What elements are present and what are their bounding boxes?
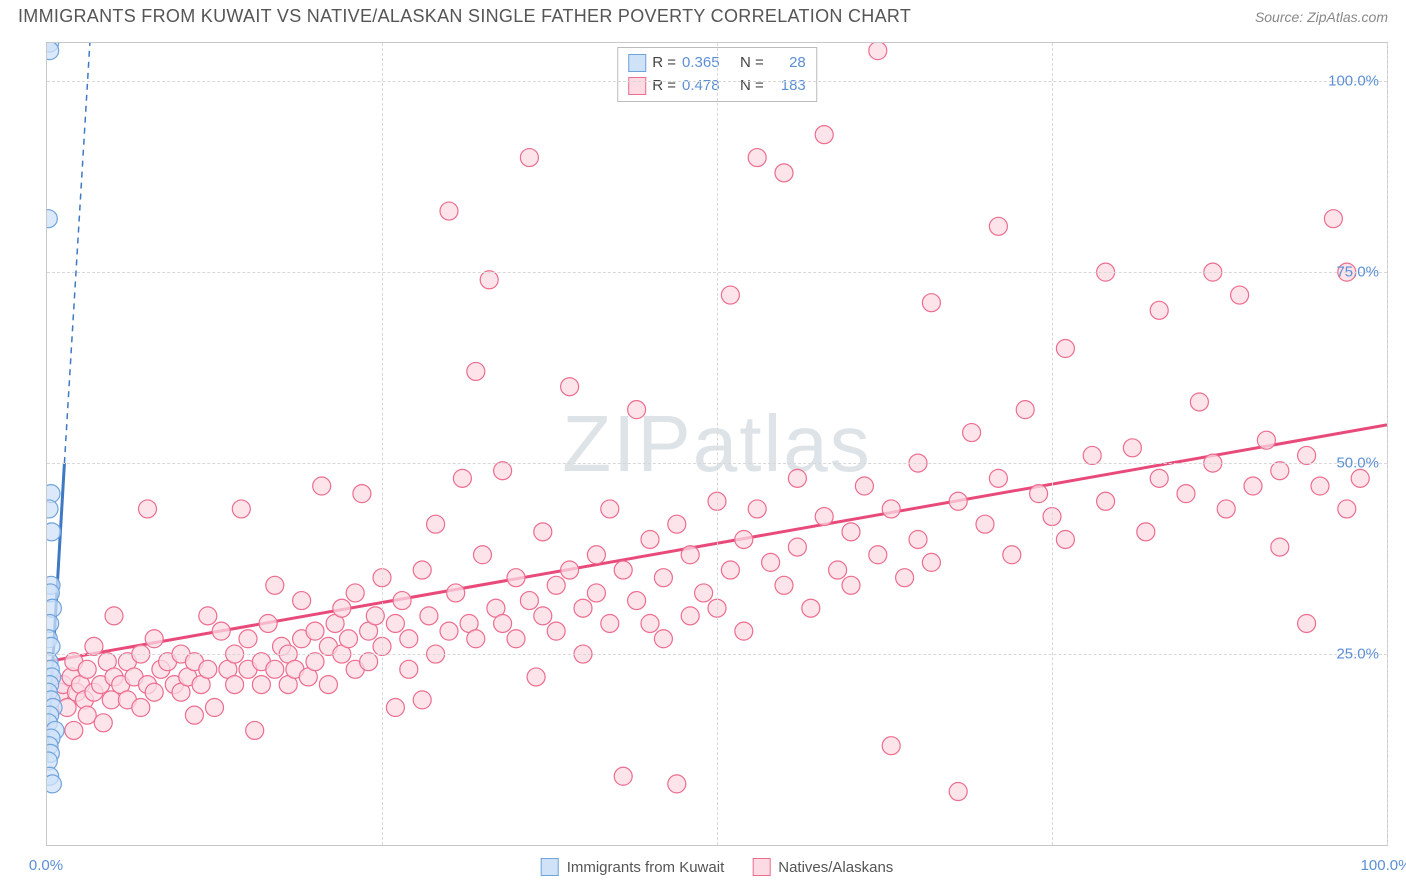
x-tick-label: 0.0% xyxy=(29,857,63,874)
y-tick-label: 100.0% xyxy=(1328,73,1379,90)
legend-swatch-icon xyxy=(628,54,646,72)
chart-area: Single Father Poverty ZIPatlas R = 0.365… xyxy=(46,42,1388,846)
title-bar: IMMIGRANTS FROM KUWAIT VS NATIVE/ALASKAN… xyxy=(0,0,1406,35)
series-legend: Immigrants from Kuwait Natives/Alaskans xyxy=(541,858,894,876)
legend-r-value: 0.478 xyxy=(682,75,734,98)
y-tick-label: 50.0% xyxy=(1336,455,1379,472)
y-tick-label: 75.0% xyxy=(1336,264,1379,281)
legend-n-value: 183 xyxy=(770,75,806,98)
chart-title: IMMIGRANTS FROM KUWAIT VS NATIVE/ALASKAN… xyxy=(18,6,911,27)
plot-area: ZIPatlas R = 0.365 N = 28 R = 0.478 N = … xyxy=(46,42,1388,846)
legend-swatch-icon xyxy=(628,77,646,95)
legend-n-value: 28 xyxy=(770,52,806,75)
legend-item: Immigrants from Kuwait xyxy=(541,858,725,876)
legend-swatch-icon xyxy=(541,858,559,876)
legend-swatch-icon xyxy=(752,858,770,876)
legend-r-value: 0.365 xyxy=(682,52,734,75)
x-tick-label: 100.0% xyxy=(1361,857,1406,874)
legend-n-label: N = xyxy=(740,75,764,98)
legend-item: Natives/Alaskans xyxy=(752,858,893,876)
legend-r-label: R = xyxy=(652,75,676,98)
legend-series-label: Natives/Alaskans xyxy=(778,859,893,876)
y-tick-label: 25.0% xyxy=(1336,646,1379,663)
source-label: Source: ZipAtlas.com xyxy=(1255,9,1388,25)
legend-r-label: R = xyxy=(652,52,676,75)
legend-n-label: N = xyxy=(740,52,764,75)
legend-series-label: Immigrants from Kuwait xyxy=(567,859,725,876)
